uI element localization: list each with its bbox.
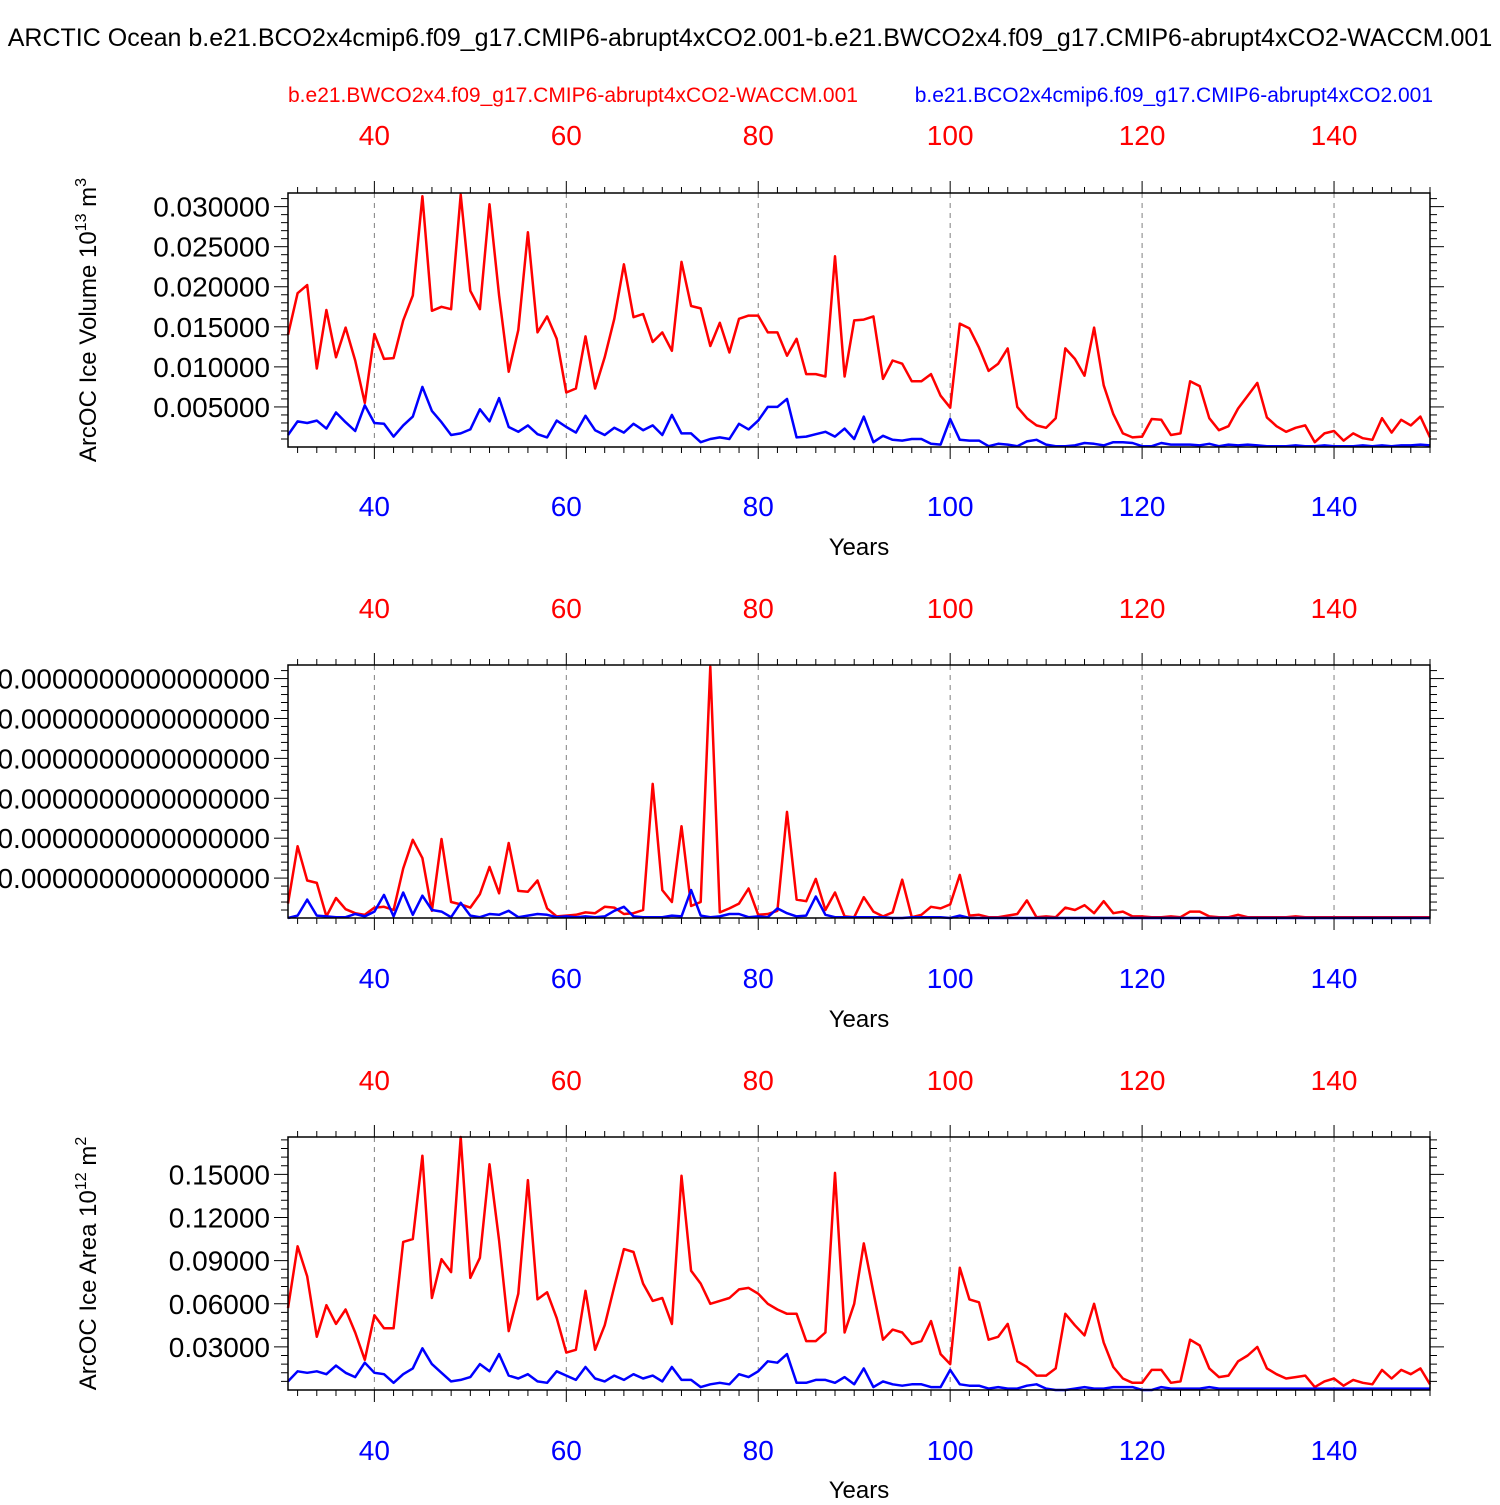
y-tick-label: 0.0000000000000000 [0,863,270,894]
x-tick-label-top: 100 [927,593,974,624]
y-axis-label-ylabel-unit: m [75,187,102,214]
x-tick-label-top: 80 [743,593,774,624]
y-axis-label-ylabel-unit: m [75,1146,102,1173]
x-axis-label: Years [829,1477,890,1500]
x-tick-label-top: 60 [551,120,582,151]
x-tick-label-bottom: 40 [359,491,390,522]
x-tick-label-bottom: 120 [1119,491,1166,522]
x-tick-label-top: 100 [927,1065,974,1096]
figure-title: ARCTIC Ocean b.e21.BCO2x4cmip6.f09_g17.C… [8,24,1492,52]
y-tick-label: 0.030000 [153,192,270,223]
y-tick-label: 0.010000 [153,352,270,383]
series-line-red [286,193,1432,444]
y-tick-label: 0.005000 [153,392,270,423]
x-tick-label-bottom: 60 [551,491,582,522]
y-tick-label: 0.12000 [169,1203,270,1234]
y-axis-label-ylabel: ArcOC Ice Area 10 [75,1190,102,1390]
y-tick-label: 0.15000 [169,1159,270,1190]
x-tick-label-bottom: 80 [743,1435,774,1466]
y-tick-label: 0.020000 [153,272,270,303]
y-axis-label-ylabel-unit-sup: 3 [73,178,90,187]
legend-blue-label: b.e21.BCO2x4cmip6.f09_g17.CMIP6-abrupt4x… [915,84,1433,107]
chart-panel-1: 40 40 60 60 80 80 100 100 120 120 140 140 Years 0.005… [73,120,1444,561]
y-tick-label: 0.09000 [169,1246,270,1277]
series-line-blue [287,888,1430,920]
legend-red-label: b.e21.BWCO2x4.f09_g17.CMIP6-abrupt4xCO2-… [288,84,858,107]
x-tick-label-top: 140 [1311,120,1358,151]
x-tick-label-top: 140 [1311,593,1358,624]
plot-frame [287,192,1431,448]
chart-panel-3: 40 40 60 60 80 80 100 100 120 120 140 140 Years 0.030… [73,1065,1444,1504]
y-axis-label-ylabel: ArcOC Ice Volume 10 [75,231,102,462]
y-tick-label: 0.015000 [153,312,270,343]
x-tick-label-top: 60 [551,593,582,624]
y-tick-label: 0.0000000000000000 [0,783,270,814]
y-axis-label: ArcOC Ice Volume 1013 m3 [73,178,102,462]
x-tick-label-top: 80 [743,120,774,151]
x-axis-label: Years [829,1006,890,1033]
x-tick-label-top: 140 [1311,1065,1358,1096]
y-axis-label-ylabel-unit-sup: 2 [73,1137,90,1146]
x-tick-label-top: 40 [359,593,390,624]
x-tick-label-top: 100 [927,120,974,151]
plot-frame [287,1136,1431,1391]
x-tick-label-bottom: 80 [743,963,774,994]
series-line-blue [287,1347,1430,1392]
x-tick-label-bottom: 140 [1311,963,1358,994]
panels: 40 40 60 60 80 80 100 100 120 120 140 140 Years 0.005… [0,120,1444,1504]
x-axis-label: Years [829,534,890,561]
x-tick-label-top: 120 [1119,120,1166,151]
x-tick-label-bottom: 120 [1119,963,1166,994]
y-tick-label: 0.0000000000000000 [0,703,270,734]
x-tick-label-bottom: 60 [551,1435,582,1466]
x-tick-label-top: 120 [1119,1065,1166,1096]
x-tick-label-bottom: 140 [1311,1435,1358,1466]
x-tick-label-top: 80 [743,1065,774,1096]
x-tick-label-bottom: 120 [1119,1435,1166,1466]
x-tick-label-top: 40 [359,1065,390,1096]
x-tick-label-bottom: 80 [743,491,774,522]
x-tick-label-top: 40 [359,120,390,151]
y-tick-label: 0.0000000000000000 [0,664,270,695]
y-tick-label: 0.025000 [153,232,270,263]
chart-panel-2: 40 40 60 60 80 80 100 100 120 120 140 140 Years 0.000… [0,593,1444,1033]
x-tick-label-bottom: 100 [927,491,974,522]
y-tick-label: 0.03000 [169,1332,270,1363]
x-tick-label-bottom: 40 [359,1435,390,1466]
y-tick-label: 0.0000000000000000 [0,823,270,854]
x-tick-label-bottom: 140 [1311,491,1358,522]
y-tick-label: 0.06000 [169,1289,270,1320]
x-tick-label-bottom: 100 [927,963,974,994]
x-tick-label-bottom: 100 [927,1435,974,1466]
x-tick-label-bottom: 60 [551,963,582,994]
y-axis-label-ylabel-sup: 13 [73,213,90,231]
y-axis-label: ArcOC Ice Area 1012 m2 [73,1137,102,1391]
series-line-blue [286,385,1431,448]
series-line-red [286,665,1430,919]
series-line-red [286,1135,1432,1389]
y-tick-label: 0.0000000000000000 [0,743,270,774]
y-axis-label-ylabel-sup: 12 [73,1172,90,1190]
x-tick-label-bottom: 40 [359,963,390,994]
plot-frame [287,664,1431,919]
x-tick-label-top: 60 [551,1065,582,1096]
x-tick-label-top: 120 [1119,593,1166,624]
